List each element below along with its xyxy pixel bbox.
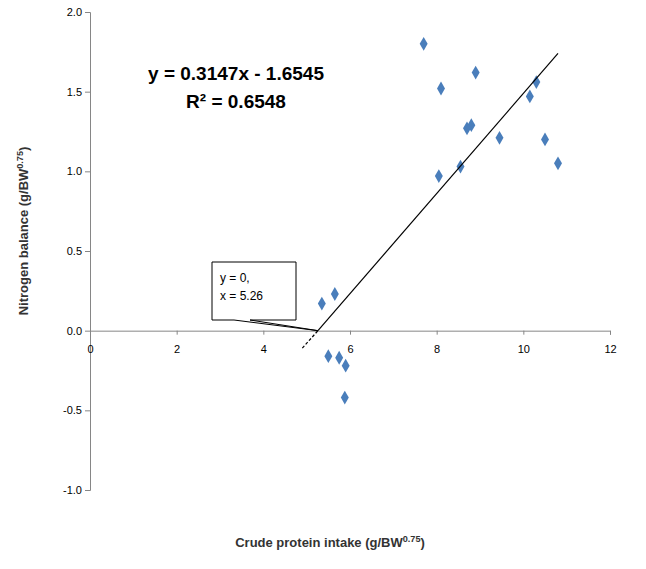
- y-tick-label: 0.0: [67, 325, 82, 337]
- x-tick-label: 12: [604, 343, 616, 355]
- y-tick-label: 1.5: [67, 86, 82, 98]
- x-tick-mark: [177, 331, 178, 335]
- point: [342, 359, 350, 373]
- y-tick: 1.5: [67, 86, 90, 98]
- x-axis-line: [91, 331, 611, 335]
- callout: y = 0, x = 5.26: [212, 262, 318, 331]
- trend-extension: [302, 331, 318, 349]
- x-tick: 8: [434, 331, 440, 355]
- x-tick-label: 6: [347, 343, 353, 355]
- y-tick-label: -0.5: [63, 404, 82, 416]
- x-tick-label: 10: [518, 343, 530, 355]
- y-axis-title: Nitrogen balance (g/BW0.75): [15, 147, 31, 316]
- x-tick: 4: [261, 331, 267, 355]
- x-tick: 0: [87, 331, 93, 355]
- point: [435, 169, 443, 183]
- point: [341, 391, 349, 405]
- equation: y = 0.3147x - 1.6545: [148, 63, 324, 84]
- y-tick: 2.0: [67, 6, 90, 18]
- x-axis: 0 2 4 6 8 10 12: [87, 331, 616, 355]
- y-tick-label: 2.0: [67, 6, 82, 18]
- point: [324, 349, 332, 363]
- y-tick-mark: [85, 410, 90, 411]
- point: [318, 297, 326, 311]
- y-tick-mark: [85, 251, 90, 252]
- y-tick-mark: [85, 490, 90, 491]
- y-axis-line: [85, 13, 91, 491]
- x-tick-mark: [523, 331, 524, 335]
- y-tick-label: 0.5: [67, 245, 82, 257]
- x-tick-label: 2: [174, 343, 180, 355]
- equation: R² = 0.6548: [186, 91, 286, 112]
- y-tick-mark: [85, 92, 90, 93]
- chart: -1.0 -0.5 0.0 0.5 1.0 1.5 2.0 0 2 4 6 8 10 12 Crude pr…: [0, 0, 646, 569]
- x-axis-title: Crude protein intake (g/BW0.75): [235, 534, 425, 550]
- point: [541, 133, 549, 147]
- x-tick-label: 4: [261, 343, 267, 355]
- y-tick-label: -1.0: [63, 484, 82, 496]
- x-tick-mark: [350, 331, 351, 335]
- x-tick: 2: [174, 331, 180, 355]
- plot-area: [302, 37, 562, 405]
- point: [554, 156, 562, 170]
- y-tick-mark: [85, 171, 90, 172]
- y-tick: 0.0: [67, 325, 90, 337]
- callout-text: x = 5.26: [220, 289, 263, 303]
- y-axis: -1.0 -0.5 0.0 0.5 1.0 1.5 2.0: [63, 6, 90, 496]
- y-tick: -0.5: [63, 404, 90, 416]
- x-tick-mark: [263, 331, 264, 335]
- trend-line: [318, 53, 558, 330]
- point: [335, 351, 343, 365]
- x-tick-label: 8: [434, 343, 440, 355]
- y-tick-label: 1.0: [67, 165, 82, 177]
- x-tick-mark: [90, 331, 91, 335]
- point: [526, 90, 534, 104]
- x-tick: 12: [604, 331, 616, 355]
- y-tick: -1.0: [63, 484, 90, 496]
- point: [463, 121, 471, 135]
- point: [331, 287, 339, 301]
- x-tick: 10: [518, 331, 530, 355]
- y-tick: 0.5: [67, 245, 90, 257]
- y-tick-mark: [85, 331, 90, 332]
- callout-box: [212, 262, 318, 331]
- point: [496, 131, 504, 145]
- x-tick-label: 0: [87, 343, 93, 355]
- y-tick-mark: [85, 12, 90, 13]
- point: [472, 66, 480, 80]
- y-tick: 1.0: [67, 165, 90, 177]
- x-tick-mark: [437, 331, 438, 335]
- x-tick-mark: [610, 331, 611, 335]
- point: [420, 37, 428, 51]
- callout-text: y = 0,: [220, 271, 250, 285]
- x-tick: 6: [347, 331, 353, 355]
- point: [437, 82, 445, 96]
